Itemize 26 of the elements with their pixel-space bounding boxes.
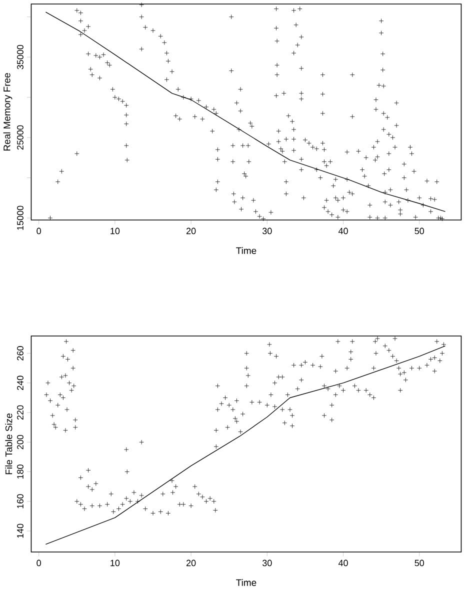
y-axis-title: File Table Size [5,414,12,474]
x-tick-label: 50 [414,560,424,566]
y-tick-label: 220 [16,405,24,420]
y-tick-label: 240 [16,376,24,390]
x-tick-label: 40 [338,228,348,234]
y-tick-label: 35000 [16,44,24,70]
x-tick-label: 0 [36,560,41,566]
y-tick-label: 180 [16,464,24,479]
x-tick-label: 10 [110,560,120,566]
x-axis-title: Time [236,579,256,586]
y-axis-title: Real Memory Free [3,73,12,151]
x-tick-label: 30 [262,228,272,234]
y-tick-label: 15000 [16,206,24,230]
y-tick-label: 200 [16,434,24,450]
y-tick-label: 260 [16,346,24,360]
x-tick-label: 40 [338,560,348,566]
x-tick-label: 30 [262,560,272,566]
x-tick-label: 20 [186,228,196,234]
x-axis-title: Time [236,247,256,254]
y-tick-label: 160 [16,494,24,508]
y-tick-label: 140 [16,524,24,538]
x-tick-label: 10 [110,228,120,234]
x-tick-label: 50 [414,228,424,234]
x-tick-label: 0 [36,228,41,234]
x-tick-label: 20 [186,560,196,566]
y-tick-label: 25000 [16,125,24,150]
